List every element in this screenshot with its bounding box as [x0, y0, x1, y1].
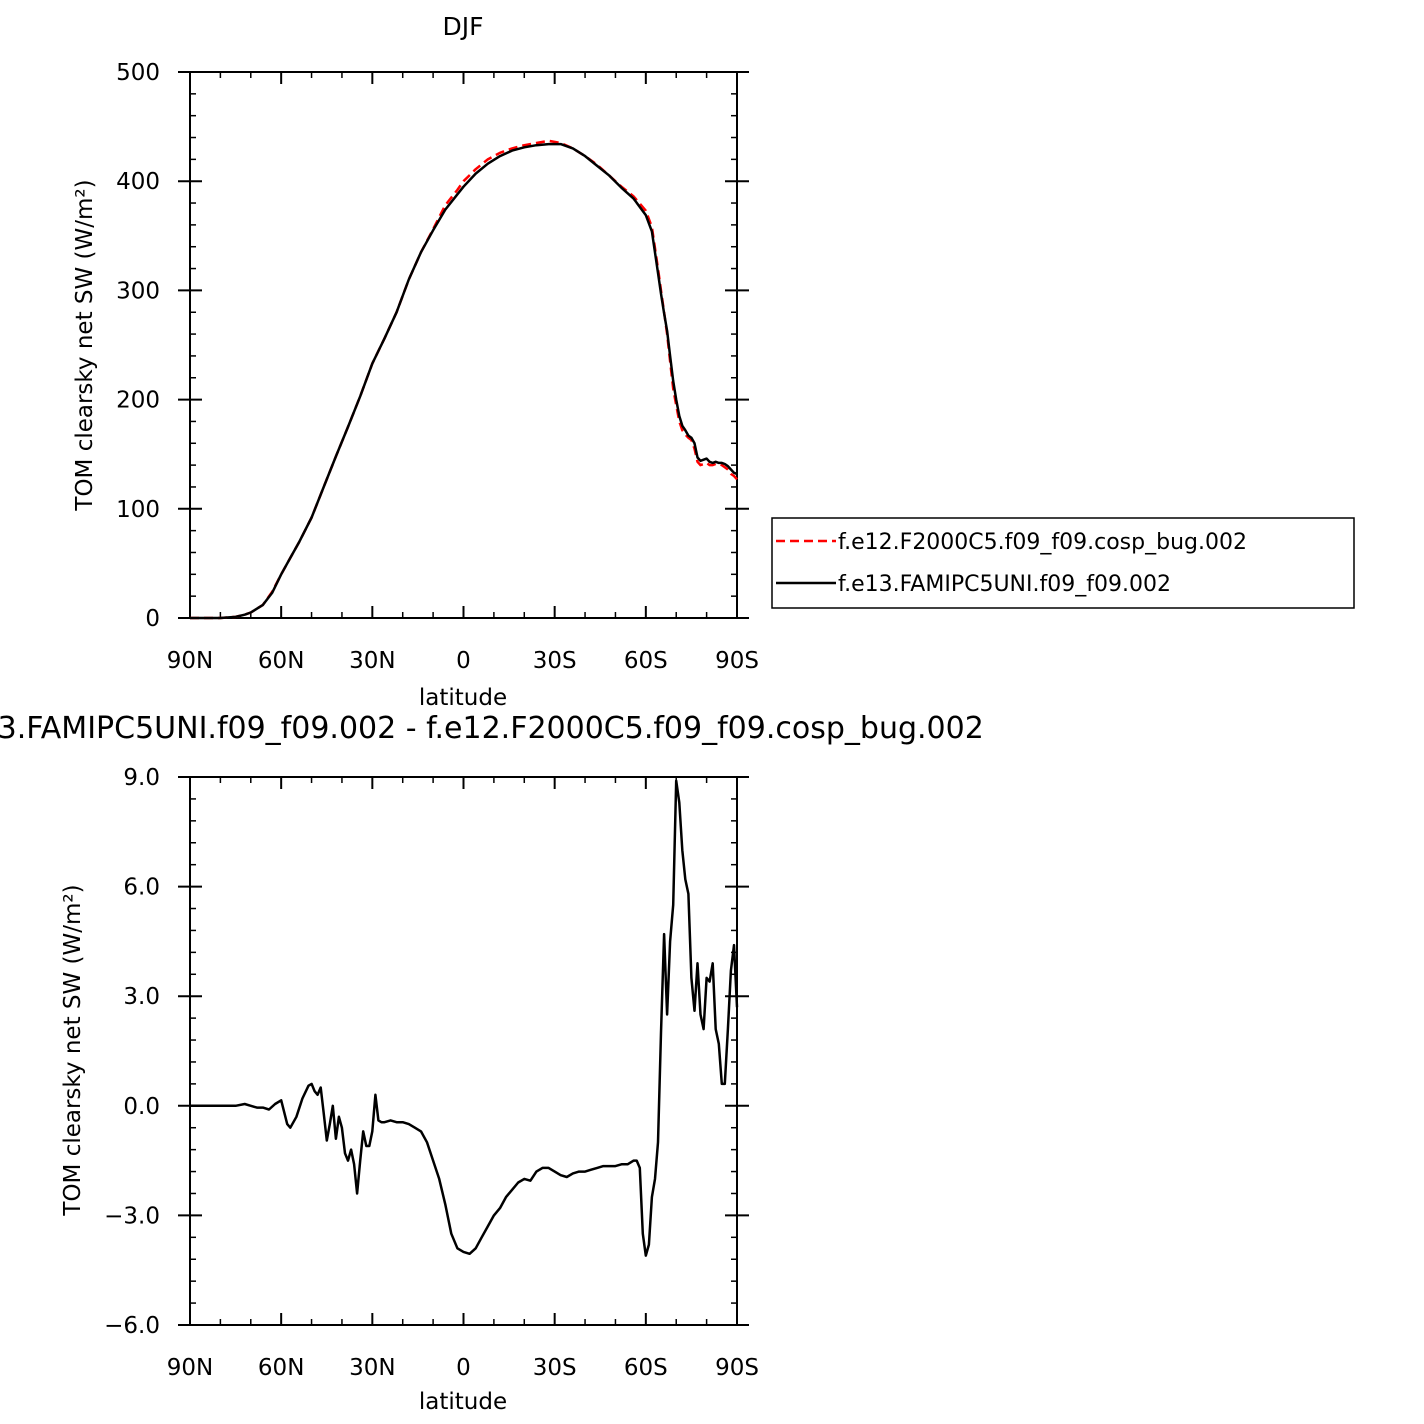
- top-y-tick-label: 100: [116, 497, 160, 523]
- top-x-tick-label: 60S: [624, 648, 668, 674]
- bottom-x-tick-label: 90N: [167, 1355, 213, 1381]
- bottom-series-line-1: [190, 779, 739, 1257]
- bottom-y-tick-label: 6.0: [123, 875, 160, 901]
- top-y-axis-label: TOM clearsky net SW (W/m²): [72, 179, 98, 511]
- bottom-x-tick-label: 60S: [624, 1355, 668, 1381]
- top-x-tick-label: 90S: [715, 648, 759, 674]
- legend-label-series-1: f.e12.F2000C5.f09_f09.cosp_bug.002: [838, 530, 1247, 555]
- top-x-axis-label: latitude: [419, 685, 507, 711]
- legend-box: [771, 517, 1355, 609]
- top-x-tick-label: 30N: [349, 648, 395, 674]
- bottom-y-axis-label: TOM clearsky net SW (W/m²): [60, 884, 86, 1216]
- bottom-y-tick-label: −6.0: [104, 1313, 160, 1339]
- bottom-x-tick-label: 60N: [258, 1355, 304, 1381]
- legend: f.e12.F2000C5.f09_f09.cosp_bug.002 f.e13…: [771, 517, 1355, 609]
- top-series-line-2: [190, 142, 738, 620]
- bottom-x-tick-label: 0: [456, 1355, 471, 1381]
- legend-label-series-2: f.e13.FAMIPC5UNI.f09_f09.002: [838, 572, 1171, 597]
- bottom-x-tick-label: 30N: [349, 1355, 395, 1381]
- top-y-tick-label: 500: [116, 60, 160, 86]
- bottom-y-tick-label: 0.0: [123, 1094, 160, 1120]
- top-y-tick-label: 200: [116, 388, 160, 414]
- top-x-tick-label: 90N: [167, 648, 213, 674]
- bottom-x-axis-label: latitude: [419, 1389, 507, 1415]
- bottom-plot-area: 90N 60N 30N 0 30S 60S 90S −6.0 −3.0 0.0 3.0 6.0 9.0: [104, 765, 759, 1381]
- bottom-x-tick-label: 30S: [533, 1355, 577, 1381]
- top-x-tick-label: 60N: [258, 648, 304, 674]
- top-x-tick-label: 30S: [533, 648, 577, 674]
- top-y-tick-label: 300: [116, 278, 160, 304]
- top-x-tick-label: 0: [456, 648, 471, 674]
- bottom-y-tick-label: 3.0: [123, 984, 160, 1010]
- bottom-y-tick-label: −3.0: [104, 1203, 160, 1229]
- top-y-tick-label: 400: [116, 169, 160, 195]
- top-series-line-1: [190, 139, 738, 620]
- bottom-plot-frame: [189, 776, 738, 1326]
- top-chart-title: DJF: [442, 12, 483, 41]
- bottom-chart-title: f.e13.FAMIPC5UNI.f09_f09.002 - f.e12.F20…: [0, 711, 984, 746]
- bottom-y-tick-label: 9.0: [123, 765, 160, 791]
- bottom-chart-panel: f.e13.FAMIPC5UNI.f09_f09.002 - f.e12.F20…: [0, 711, 984, 1415]
- top-y-tick-label: 0: [145, 606, 160, 632]
- bottom-x-tick-label: 90S: [715, 1355, 759, 1381]
- top-plot-area: 90N 60N 30N 0 30S 60S 90S 0 100 200 300 400 500: [116, 60, 759, 674]
- top-plot-frame: [189, 71, 738, 619]
- top-chart-panel: DJF 90N 60N 30N 0 30S 60S 90S0100200300400500 …: [72, 12, 759, 711]
